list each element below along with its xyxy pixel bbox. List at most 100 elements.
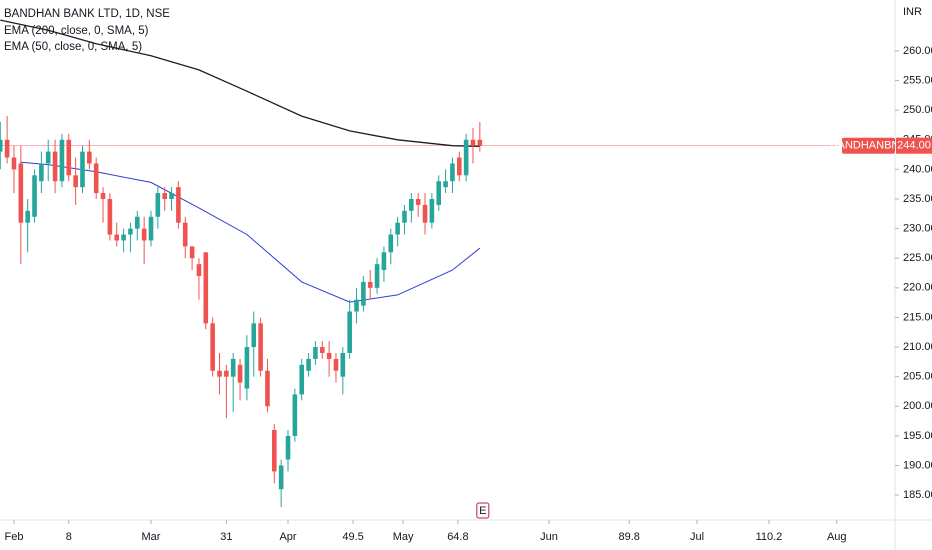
candle-body bbox=[39, 163, 44, 182]
x-tick-label: Jul bbox=[690, 531, 704, 543]
candle-body bbox=[354, 299, 359, 312]
x-tick-label: Apr bbox=[279, 531, 296, 543]
price-label: 244.00 bbox=[897, 140, 931, 152]
y-tick-label: 205.00 bbox=[903, 371, 932, 383]
x-tick-label: May bbox=[393, 531, 414, 543]
ema-line bbox=[0, 19, 480, 147]
x-tick-label: 8 bbox=[66, 531, 72, 543]
candle-body bbox=[203, 252, 209, 324]
candle-body bbox=[169, 193, 174, 199]
y-tick-label: 215.00 bbox=[903, 311, 932, 323]
price-box bbox=[896, 137, 932, 154]
legend-entry: EMA (200, close, 0, SMA, 5) bbox=[4, 25, 149, 37]
candle-body bbox=[422, 204, 428, 223]
x-tick-label: Mar bbox=[142, 531, 161, 543]
candle-body bbox=[415, 198, 421, 205]
candle-body bbox=[258, 323, 263, 371]
candle-body bbox=[340, 352, 346, 377]
candle-body bbox=[230, 358, 236, 377]
candle-body bbox=[18, 163, 24, 223]
candle-body bbox=[121, 234, 126, 241]
candle-body bbox=[292, 394, 298, 436]
candle-body bbox=[45, 151, 51, 164]
candle-body bbox=[217, 370, 222, 377]
x-tick-label: 64.8 bbox=[447, 531, 468, 543]
candle-body bbox=[141, 228, 147, 241]
candle-body bbox=[73, 175, 78, 188]
candle-body bbox=[443, 181, 448, 188]
candle-body bbox=[155, 193, 161, 217]
candle-body bbox=[189, 246, 195, 259]
candle-body bbox=[374, 264, 380, 288]
y-tick-label: 255.00 bbox=[903, 74, 932, 86]
candle-body bbox=[299, 364, 305, 395]
candle-body bbox=[162, 193, 167, 199]
candle-body bbox=[347, 311, 352, 353]
candle-body bbox=[100, 193, 106, 199]
candle-body bbox=[93, 163, 99, 194]
x-tick-label: 49.5 bbox=[342, 531, 363, 543]
candle-body bbox=[4, 139, 10, 158]
y-tick-label: 190.00 bbox=[903, 459, 932, 471]
x-tick-label: 89.8 bbox=[618, 531, 639, 543]
x-tick-label: 110.2 bbox=[756, 531, 783, 543]
candle-body bbox=[429, 198, 435, 223]
candle-body bbox=[196, 264, 202, 276]
x-tick-label: Jun bbox=[540, 531, 558, 543]
candle-body bbox=[395, 222, 400, 235]
y-tick-label: 240.00 bbox=[903, 163, 932, 175]
symbol-label: BANDHANBNK bbox=[830, 140, 907, 152]
candle-body bbox=[285, 435, 291, 460]
candle-body bbox=[210, 323, 215, 371]
candle-body bbox=[134, 216, 140, 229]
chart-title: BANDHAN BANK LTD, 1D, NSE bbox=[4, 8, 170, 20]
candle-body bbox=[237, 364, 243, 383]
candle-body bbox=[313, 347, 318, 359]
candle-body bbox=[333, 358, 339, 371]
y-tick-label: 225.00 bbox=[903, 252, 932, 264]
y-tick-label: 210.00 bbox=[903, 341, 932, 353]
candle-body bbox=[409, 198, 414, 211]
candle-body bbox=[244, 347, 250, 389]
candle-body bbox=[66, 139, 72, 176]
candle-body bbox=[272, 429, 277, 472]
candle-body bbox=[32, 175, 37, 217]
y-tick-label: 235.00 bbox=[903, 193, 932, 205]
candle-body bbox=[463, 139, 469, 176]
candle-body bbox=[450, 163, 455, 182]
x-tick-label: 31 bbox=[220, 531, 232, 543]
candle-body bbox=[0, 139, 3, 152]
candle-body bbox=[176, 187, 181, 223]
candle-body bbox=[80, 151, 85, 188]
candle-body bbox=[114, 234, 120, 241]
candle-body bbox=[182, 222, 188, 247]
candle-body bbox=[436, 181, 442, 205]
candle-body bbox=[107, 198, 113, 235]
earnings-marker: E bbox=[479, 505, 486, 517]
candle-body bbox=[388, 234, 394, 253]
candle-body bbox=[402, 210, 407, 223]
candle-body bbox=[52, 151, 58, 182]
candle-body bbox=[25, 210, 30, 223]
candle-body bbox=[319, 347, 325, 353]
currency-label: INR bbox=[903, 6, 922, 18]
ema-line bbox=[20, 161, 481, 303]
candle-body bbox=[11, 157, 17, 170]
candle-body bbox=[326, 352, 332, 359]
candle-body bbox=[278, 465, 284, 490]
x-tick-label: Aug bbox=[827, 531, 847, 543]
y-tick-label: 260.00 bbox=[903, 45, 932, 57]
y-tick-label: 220.00 bbox=[903, 282, 932, 294]
candle-body bbox=[87, 151, 92, 164]
candle-body bbox=[251, 323, 257, 348]
candle-body bbox=[477, 139, 483, 146]
y-tick-label: 230.00 bbox=[903, 223, 932, 235]
y-tick-label: 250.00 bbox=[903, 104, 932, 116]
candle-body bbox=[224, 370, 229, 377]
y-tick-label: 195.00 bbox=[903, 430, 932, 442]
candle-body bbox=[361, 281, 366, 306]
candle-body bbox=[470, 139, 476, 146]
candle-body bbox=[265, 370, 270, 407]
y-tick-label: 200.00 bbox=[903, 400, 932, 412]
